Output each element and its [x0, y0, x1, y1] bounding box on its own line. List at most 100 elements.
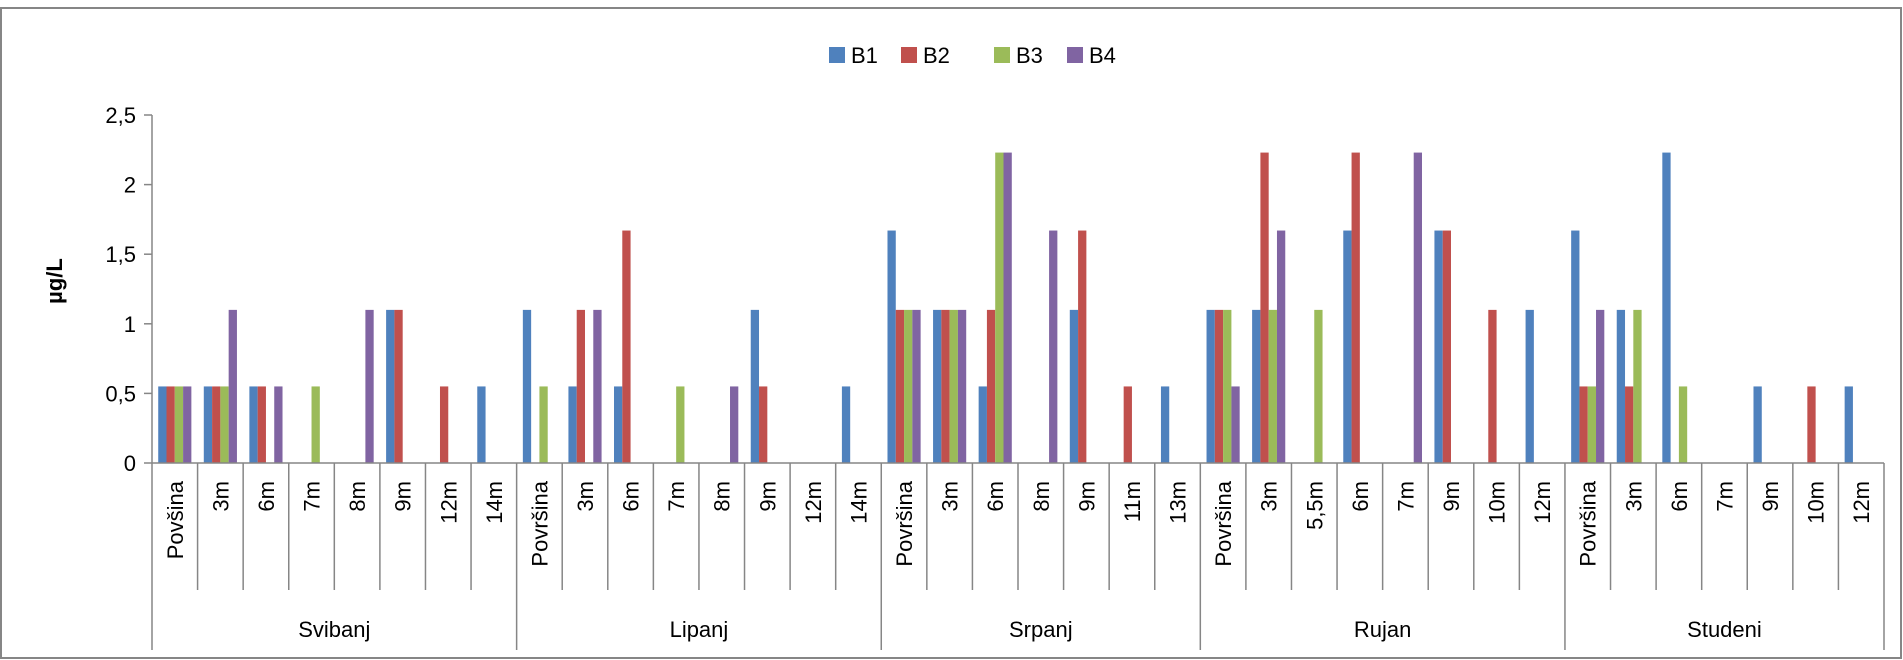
legend-label-b3: B3 — [1016, 43, 1043, 68]
legend-swatch-b4 — [1067, 47, 1083, 63]
bar-b4 — [1276, 230, 1286, 463]
x-category-label: 9m — [391, 481, 416, 512]
x-category-label: Površina — [527, 480, 552, 566]
bar-b1 — [978, 386, 987, 463]
x-category-label: 7m — [664, 481, 689, 512]
bar-b1 — [522, 309, 532, 463]
bar-b1 — [750, 309, 760, 463]
bar-b2 — [257, 386, 266, 463]
bar-b1 — [1753, 386, 1762, 463]
x-category-label: 8m — [1029, 481, 1054, 512]
x-category-label: 11m — [1120, 481, 1145, 522]
bar-b3 — [676, 386, 685, 463]
bar-b3 — [539, 386, 548, 463]
x-category-label: 14m — [846, 481, 871, 524]
x-category-label: 10m — [1485, 481, 1510, 524]
bar-b3 — [311, 386, 320, 463]
x-category-label: 7m — [1712, 481, 1737, 512]
bar-b4 — [274, 386, 283, 463]
bar-b3 — [904, 309, 913, 463]
y-tick-label: 0,5 — [105, 381, 136, 406]
x-category-label: 8m — [345, 481, 370, 512]
bar-b4 — [730, 386, 739, 463]
x-category-label: 7m — [300, 481, 325, 512]
bar-b2 — [576, 309, 585, 463]
x-category-label: 5,5m — [1302, 481, 1327, 530]
bar-b1 — [1434, 230, 1443, 463]
x-group-label: Srpanj — [1009, 617, 1073, 642]
bar-b2 — [1807, 386, 1816, 463]
bar-b3 — [174, 386, 184, 463]
bar-b4 — [1003, 152, 1012, 463]
x-category-label: 7m — [1393, 481, 1418, 512]
legend-swatch-b1 — [829, 47, 845, 63]
bar-b4 — [957, 309, 967, 463]
bar-b3 — [1314, 309, 1323, 463]
bar-b2 — [941, 309, 950, 463]
bar-b1 — [1844, 386, 1853, 463]
bar-b4 — [365, 309, 374, 463]
bar-b2 — [1442, 230, 1451, 463]
x-category-label: Povšina — [163, 480, 188, 559]
bar-b3 — [995, 152, 1004, 463]
bar-b2 — [1579, 386, 1588, 463]
x-category-label: Površina — [1576, 480, 1601, 566]
bar-b1 — [1662, 152, 1671, 463]
bar-b1 — [203, 386, 213, 463]
bar-b1 — [386, 309, 395, 463]
bar-b1 — [1160, 386, 1170, 463]
bar-b2 — [759, 386, 768, 463]
x-category-label: 12m — [436, 481, 461, 524]
x-category-label: 3m — [1621, 481, 1646, 512]
bar-b1 — [1616, 309, 1626, 463]
bar-b1 — [249, 386, 258, 463]
bar-b3 — [949, 309, 958, 463]
y-axis-ticks: 0 0,5 1 1,5 2 2,5 — [105, 103, 153, 476]
bar-b1 — [887, 230, 896, 463]
x-category-label: 8m — [710, 481, 735, 512]
bar-b2 — [439, 386, 449, 463]
y-tick-label: 0 — [124, 451, 136, 476]
x-category-label: 6m — [1348, 481, 1373, 512]
x-category-label: 3m — [208, 481, 233, 512]
legend-label-b2: B2 — [923, 43, 950, 68]
bar-b2 — [394, 309, 403, 463]
bar-b1 — [1343, 230, 1352, 463]
bar-b1 — [477, 386, 486, 463]
bar-b4 — [1049, 230, 1058, 463]
bar-b1 — [614, 386, 623, 463]
x-category-label: 9m — [1074, 481, 1099, 512]
x-category-label: 9m — [1758, 481, 1783, 512]
bar-b1 — [1206, 309, 1215, 463]
x-category-label: 6m — [983, 481, 1008, 512]
y-tick-label: 1,5 — [105, 242, 136, 267]
legend-label-b1: B1 — [851, 43, 878, 68]
bar-b1 — [933, 309, 942, 463]
bar-b2 — [622, 230, 631, 463]
x-axis — [151, 462, 1885, 650]
bar-b2 — [1078, 230, 1087, 463]
y-tick-label: 2 — [124, 173, 136, 198]
x-axis-category-labels: Povšina 3m 6m 7m 8m 9m 12m 14m Svibanj Površina 3m… — [163, 480, 1874, 642]
legend-swatch-b2 — [901, 47, 917, 63]
bar-b1 — [1252, 309, 1261, 463]
bar-b2 — [1625, 386, 1634, 463]
x-category-label: Površina — [1211, 480, 1236, 566]
x-category-label: 6m — [254, 481, 279, 512]
x-category-label: 3m — [938, 481, 963, 512]
bar-b3 — [1268, 309, 1277, 463]
bar-b1 — [568, 386, 577, 463]
bar-b2 — [1214, 309, 1224, 463]
bar-b2 — [1488, 309, 1497, 463]
y-axis-label: µg/L — [42, 258, 67, 304]
bar-b2 — [986, 309, 996, 463]
bar-b2 — [212, 386, 221, 463]
x-group-label: Rujan — [1354, 617, 1411, 642]
legend-swatch-b3 — [994, 47, 1010, 63]
bar-b4 — [1231, 386, 1240, 463]
x-category-label: 6m — [1667, 481, 1692, 512]
bar-b4 — [1413, 152, 1422, 463]
bar-b2 — [1123, 386, 1132, 463]
